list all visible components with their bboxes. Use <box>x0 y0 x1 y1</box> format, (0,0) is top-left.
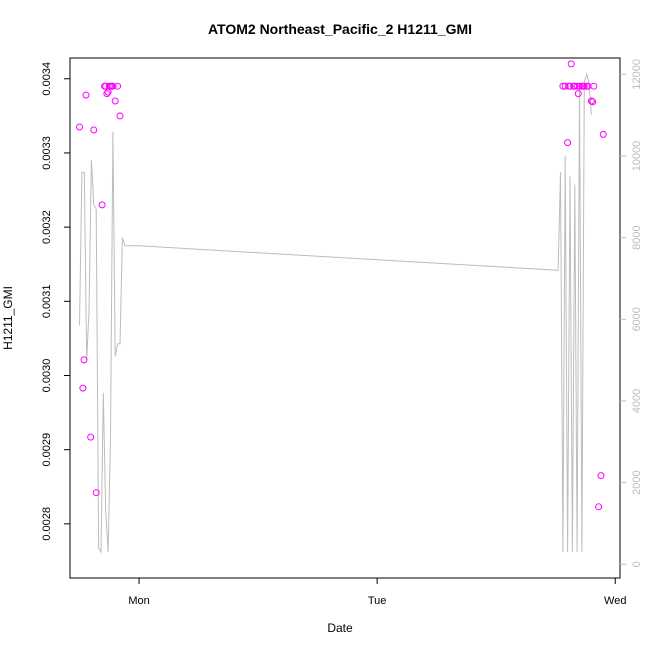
data-point <box>87 433 95 441</box>
data-point <box>82 91 90 99</box>
y-tick-label: 0.0032 <box>41 210 53 244</box>
y-right-tick-label: 6000 <box>631 307 643 331</box>
data-point <box>580 82 588 90</box>
chart-title: ATOM2 Northeast_Pacific_2 H1211_GMI <box>208 21 472 37</box>
data-point <box>90 126 98 134</box>
data-point <box>98 201 106 209</box>
x-axis: Mon Tue Wed <box>128 578 626 607</box>
y-right-tick-label: 2000 <box>631 470 643 494</box>
data-point <box>597 472 605 480</box>
y-right-tick-label: 0 <box>631 561 643 567</box>
y-right-tick-label: 8000 <box>631 225 643 249</box>
data-point <box>109 82 117 90</box>
x-tick-label: Tue <box>368 595 387 607</box>
y-tick-label: 0.0029 <box>41 433 53 467</box>
x-axis-label: Date <box>327 621 353 635</box>
data-point <box>567 60 575 68</box>
x-tick-label: Wed <box>604 595 626 607</box>
y-right-tick-label: 12000 <box>631 59 643 90</box>
data-point <box>599 130 607 138</box>
y-tick-label: 0.0028 <box>41 507 53 541</box>
data-point <box>80 356 88 364</box>
y-axis-label: H1211_GMI <box>1 286 15 350</box>
y-tick-label: 0.0034 <box>41 62 53 96</box>
y-axis-right: 0 2000 4000 6000 8000 10000 12000 <box>620 59 643 567</box>
y-tick-label: 0.0033 <box>41 136 53 170</box>
data-point <box>576 82 583 90</box>
plot-area <box>69 57 621 579</box>
data-point <box>76 123 83 131</box>
data-point <box>589 98 597 106</box>
data-point <box>564 139 572 147</box>
data-point <box>574 90 582 98</box>
data-point <box>111 97 119 105</box>
point-series <box>76 60 607 511</box>
data-point <box>561 82 569 90</box>
data-point <box>595 503 603 511</box>
y-right-tick-label: 10000 <box>631 141 643 172</box>
data-point <box>587 97 595 105</box>
data-point <box>114 82 122 90</box>
data-point <box>92 489 100 497</box>
data-point <box>571 82 579 90</box>
y-tick-label: 0.0030 <box>41 359 53 393</box>
data-point <box>79 384 87 392</box>
y-tick-label: 0.0031 <box>41 284 53 318</box>
data-point <box>103 90 111 98</box>
y-axis: 0.0028 0.0029 0.0030 0.0031 0.0032 0.0033 0.00… <box>41 62 70 541</box>
y-right-tick-label: 4000 <box>631 389 643 413</box>
altitude-line <box>79 72 592 554</box>
data-point <box>116 112 124 120</box>
line-series <box>79 72 592 554</box>
data-point <box>590 82 598 90</box>
data-point <box>104 88 112 96</box>
data-point <box>566 82 574 90</box>
x-tick-label: Mon <box>128 595 149 607</box>
